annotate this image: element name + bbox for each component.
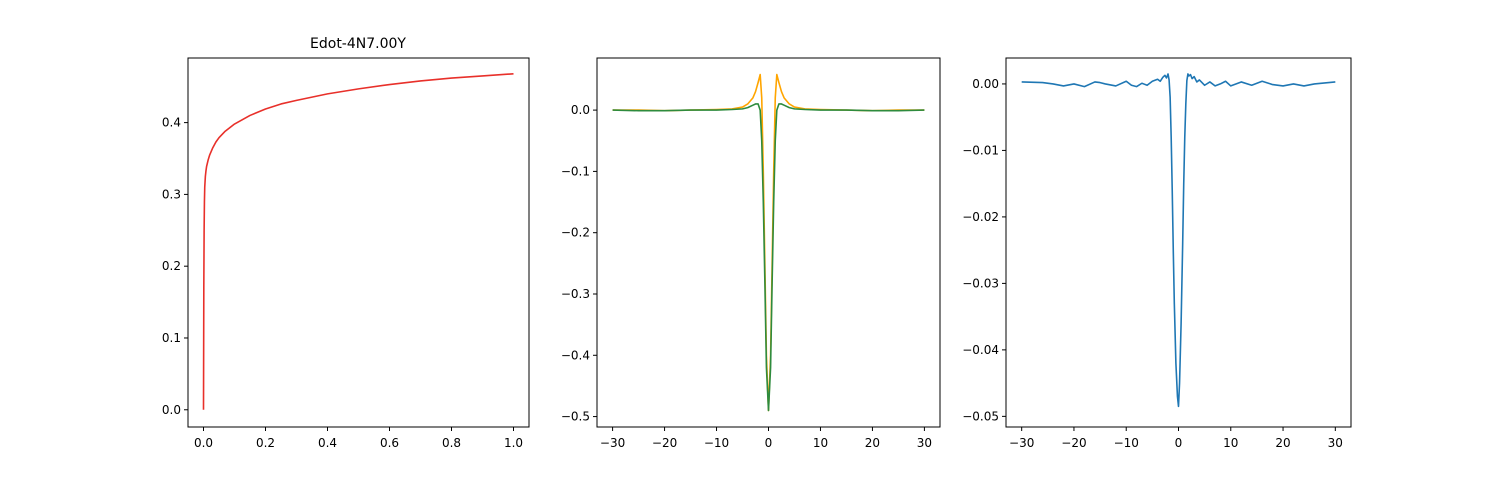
x-tick-label: 0.4 (318, 436, 337, 450)
y-tick-label: −0.3 (561, 287, 590, 301)
series-line-1 (612, 103, 925, 412)
y-tick-label: −0.01 (962, 143, 999, 157)
x-tick-label: −10 (1114, 436, 1139, 450)
x-tick-label: −10 (704, 436, 729, 450)
y-tick-label: −0.05 (962, 409, 999, 423)
x-tick-label: −20 (652, 436, 677, 450)
x-tick-label: 0.0 (194, 436, 213, 450)
chart-panel-right: −30 −20 −10 0 10 20 30 0.00 −0.01 −0.02 −0.03 −0.04… (962, 57, 1352, 450)
x-tick-label: 0 (1175, 436, 1183, 450)
x-tick-label: 20 (865, 436, 880, 450)
y-tick-label: −0.03 (962, 276, 999, 290)
chart-title: Edot-4N7.00Y (310, 36, 406, 52)
x-tick-label: −30 (600, 436, 625, 450)
y-tick-label: 0.1 (162, 331, 181, 345)
x-tick-label: 0.6 (380, 436, 399, 450)
chart-panel-left: Edot-4N7.00Y 0.0 0.2 0.4 0.6 0.8 1.0 0.0 0.1 0.2… (162, 36, 530, 450)
x-tick-label: 20 (1275, 436, 1290, 450)
y-tick-label: −0.04 (962, 343, 999, 357)
y-tick-label: 0.0 (162, 403, 181, 417)
y-tick-label: −0.4 (561, 348, 590, 362)
x-tick-label: 1.0 (504, 436, 523, 450)
x-tick-label: 30 (1328, 436, 1343, 450)
y-tick-label: 0.4 (162, 116, 181, 130)
y-tick-label: 0.0 (571, 103, 590, 117)
x-tick-label: −30 (1009, 436, 1034, 450)
x-tick-label: 0.8 (442, 436, 461, 450)
y-tick-label: −0.02 (962, 210, 999, 224)
axes-frame (187, 57, 530, 428)
y-tick-label: 0.00 (972, 77, 999, 91)
series-line-0 (1021, 73, 1336, 408)
x-tick-label: 10 (1223, 436, 1238, 450)
x-tick-label: 30 (917, 436, 932, 450)
chart-panel-middle: −30 −20 −10 0 10 20 30 0.0 −0.1 −0.2 −0.3 −0.4 −0.5 (561, 57, 941, 450)
x-tick-label: 0 (765, 436, 773, 450)
series-line-0 (202, 72, 514, 410)
x-tick-label: 0.2 (256, 436, 275, 450)
y-tick-label: −0.5 (561, 410, 590, 424)
x-tick-label: 10 (813, 436, 828, 450)
y-tick-label: 0.2 (162, 259, 181, 273)
y-tick-label: −0.2 (561, 226, 590, 240)
y-tick-label: −0.1 (561, 164, 590, 178)
x-tick-label: −20 (1061, 436, 1086, 450)
y-tick-label: 0.3 (162, 187, 181, 201)
